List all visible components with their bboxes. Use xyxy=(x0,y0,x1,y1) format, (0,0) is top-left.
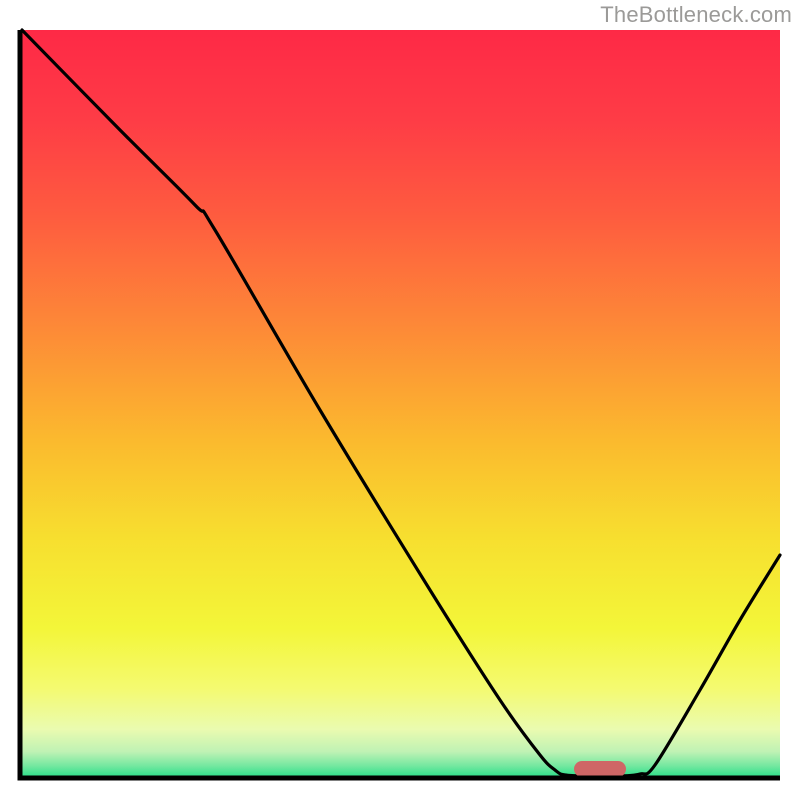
optimal-marker xyxy=(574,761,626,777)
bottleneck-chart xyxy=(0,0,800,800)
chart-container: TheBottleneck.com xyxy=(0,0,800,800)
watermark-text: TheBottleneck.com xyxy=(600,2,792,28)
